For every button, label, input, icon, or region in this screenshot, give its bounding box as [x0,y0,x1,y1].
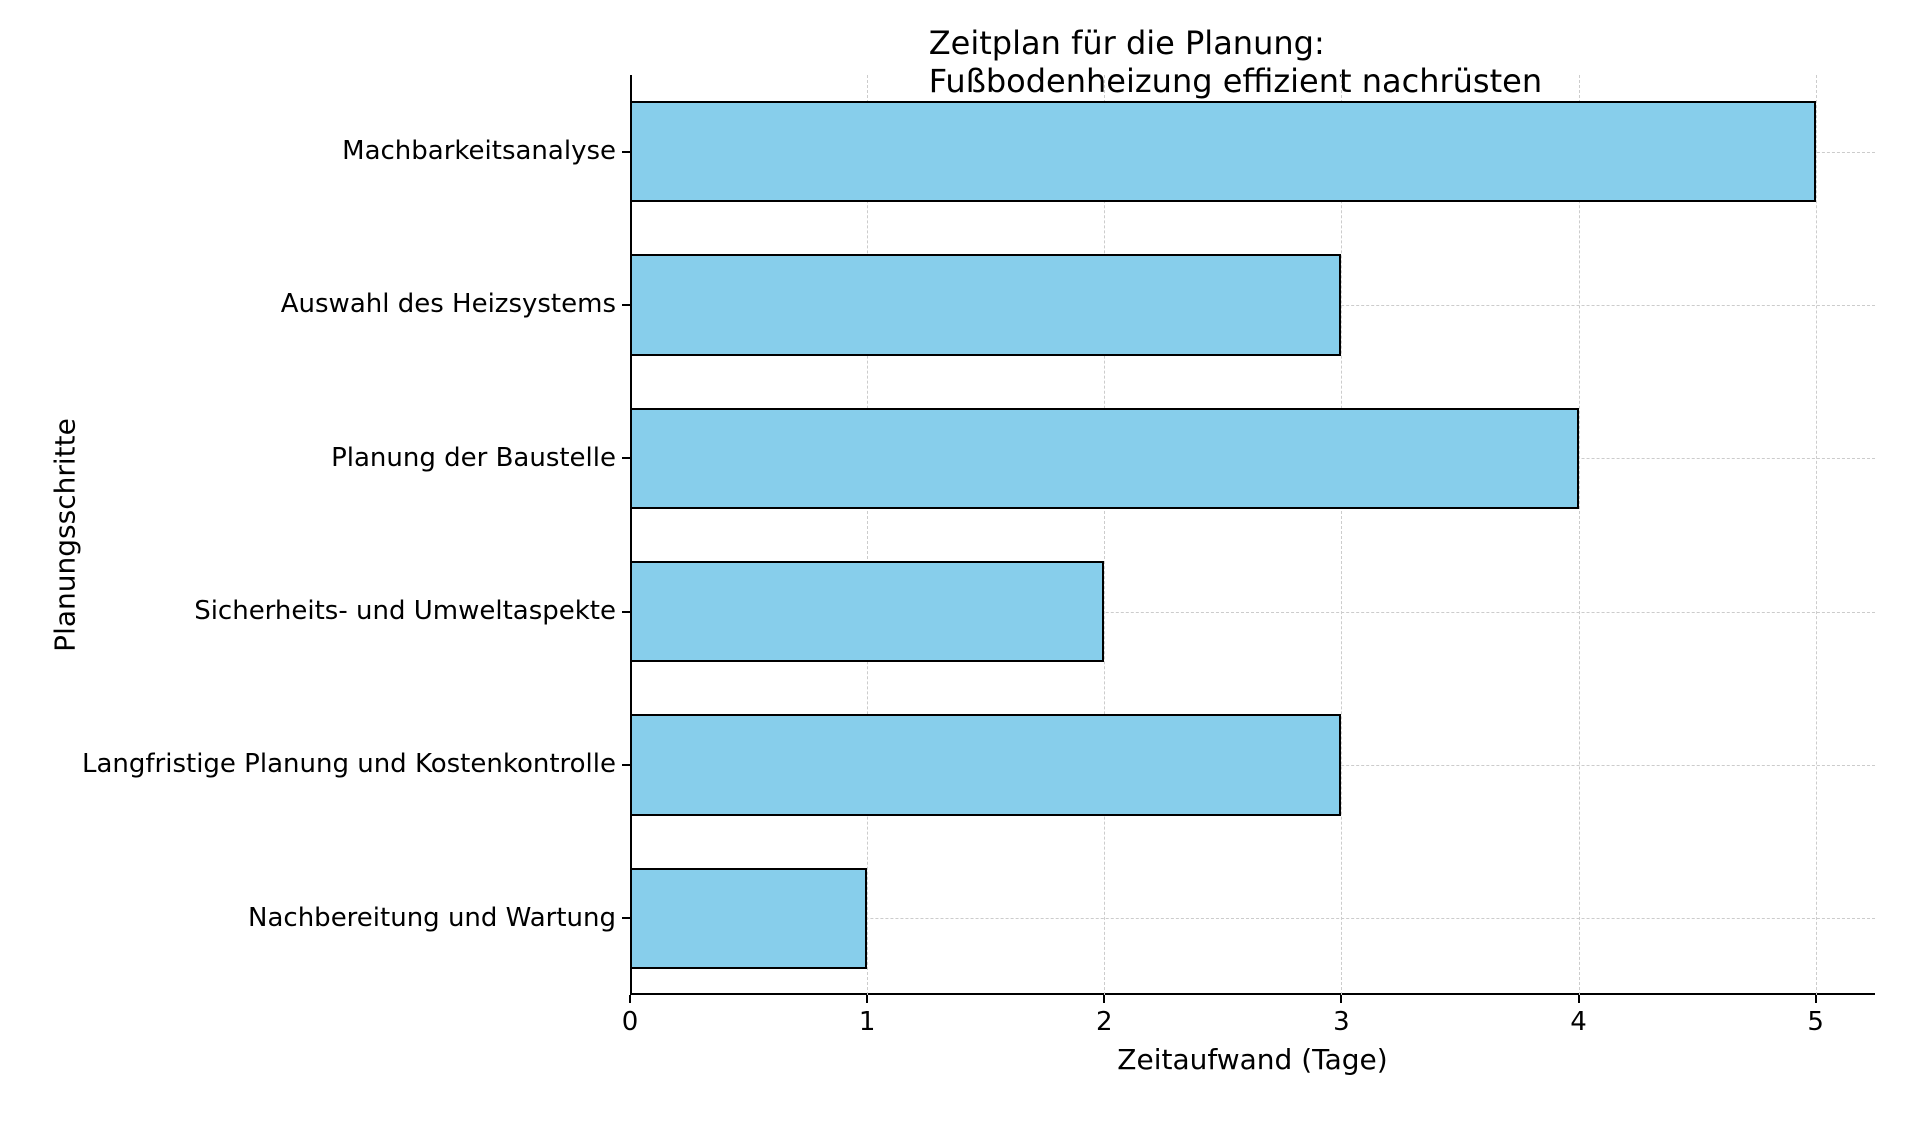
gridline-vertical [1341,75,1342,995]
x-tick-label: 3 [1333,1007,1350,1037]
x-tick-mark [1103,995,1105,1003]
y-tick-mark [622,151,630,153]
x-tick-mark [629,995,631,1003]
y-tick-label: Planung der Baustelle [331,443,616,473]
bar [630,101,1816,202]
plot-area [630,75,1875,995]
chart-container: Zeitplan für die Planung: Fußbodenheizun… [20,20,1900,1112]
bottom-spine [630,993,1875,995]
bar [630,868,867,969]
x-tick-label: 2 [1096,1007,1113,1037]
gridline-vertical [1104,75,1105,995]
gridline-vertical [867,75,868,995]
gridline-vertical [1579,75,1580,995]
y-tick-mark [622,764,630,766]
y-tick-mark [622,917,630,919]
y-tick-mark [622,304,630,306]
left-spine [630,75,632,995]
bar [630,714,1341,815]
y-tick-label: Auswahl des Heizsystems [281,289,616,319]
y-tick-label: Sicherheits- und Umweltaspekte [194,596,616,626]
bar [630,254,1341,355]
y-tick-mark [622,457,630,459]
x-axis-label: Zeitaufwand (Tage) [1117,1043,1387,1076]
gridline-vertical [1816,75,1817,995]
y-tick-label: Machbarkeitsanalyse [342,136,616,166]
y-axis-label: Planungsschritte [49,418,82,652]
bar [630,408,1579,509]
x-tick-label: 1 [859,1007,876,1037]
x-tick-label: 5 [1807,1007,1824,1037]
x-tick-mark [1578,995,1580,1003]
y-tick-label: Nachbereitung und Wartung [248,903,616,933]
bar [630,561,1104,662]
x-tick-mark [1815,995,1817,1003]
x-tick-mark [866,995,868,1003]
x-tick-label: 0 [622,1007,639,1037]
x-tick-label: 4 [1570,1007,1587,1037]
y-tick-mark [622,611,630,613]
x-tick-mark [1340,995,1342,1003]
y-tick-label: Langfristige Planung und Kostenkontrolle [82,749,616,779]
